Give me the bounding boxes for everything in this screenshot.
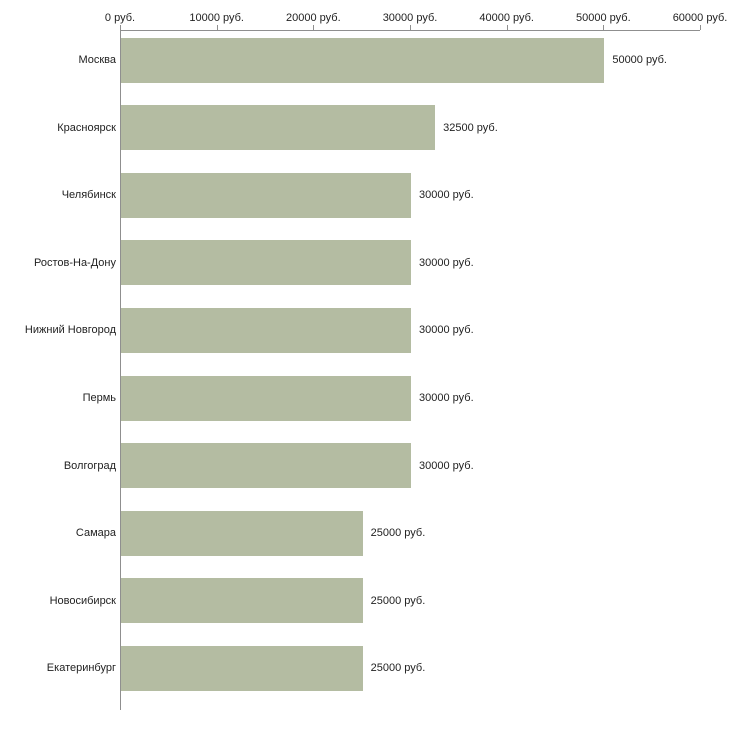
value-label: 30000 руб. [419, 189, 474, 202]
category-label: Ростов-На-Дону [33, 256, 116, 269]
bar [121, 172, 411, 218]
bar [121, 240, 411, 286]
x-tick-label: 60000 руб. [672, 12, 728, 24]
bar [121, 645, 363, 691]
value-label: 30000 руб. [419, 459, 474, 472]
x-tick-label: 50000 руб. [576, 12, 631, 24]
bar [121, 105, 436, 151]
bar [121, 307, 411, 353]
value-label: 30000 руб. [419, 392, 474, 404]
category-label: Новосибирск [49, 594, 116, 607]
bar [121, 37, 605, 83]
x-tick-label: 40000 руб. [479, 12, 534, 24]
x-tick-mark [120, 25, 121, 30]
category-label: Пермь [82, 392, 116, 404]
category-label: Красноярск [57, 121, 116, 134]
category-label: Екатеринбург [46, 662, 116, 675]
value-label: 30000 руб. [419, 324, 474, 337]
value-label: 30000 руб. [419, 256, 474, 269]
x-tick-mark [700, 25, 701, 30]
y-axis-line [120, 30, 121, 710]
category-label: Волгоград [63, 459, 116, 472]
bar [121, 510, 363, 556]
value-label: 25000 руб. [370, 594, 426, 607]
x-tick-label: 20000 руб. [286, 12, 341, 24]
x-tick-mark [506, 25, 508, 30]
category-label: Самара [75, 527, 116, 540]
x-tick-mark [216, 25, 218, 30]
x-tick-mark [313, 25, 315, 30]
value-label: 25000 руб. [370, 527, 426, 540]
value-label: 50000 руб. [612, 54, 667, 66]
x-tick-mark [410, 25, 411, 30]
x-tick-mark [603, 25, 605, 30]
x-tick-label: 10000 руб. [189, 12, 244, 24]
category-label: Москва [78, 54, 116, 66]
x-axis-line [120, 30, 700, 31]
bar [121, 443, 411, 489]
value-label: 25000 руб. [370, 662, 426, 675]
bar [121, 578, 363, 624]
value-label: 32500 руб. [443, 121, 498, 134]
category-label: Челябинск [61, 189, 116, 202]
x-tick-label: 30000 руб. [382, 12, 438, 24]
category-label: Нижний Новгород [24, 324, 116, 337]
x-tick-label: 0 руб. [104, 12, 136, 24]
bar [121, 375, 411, 421]
